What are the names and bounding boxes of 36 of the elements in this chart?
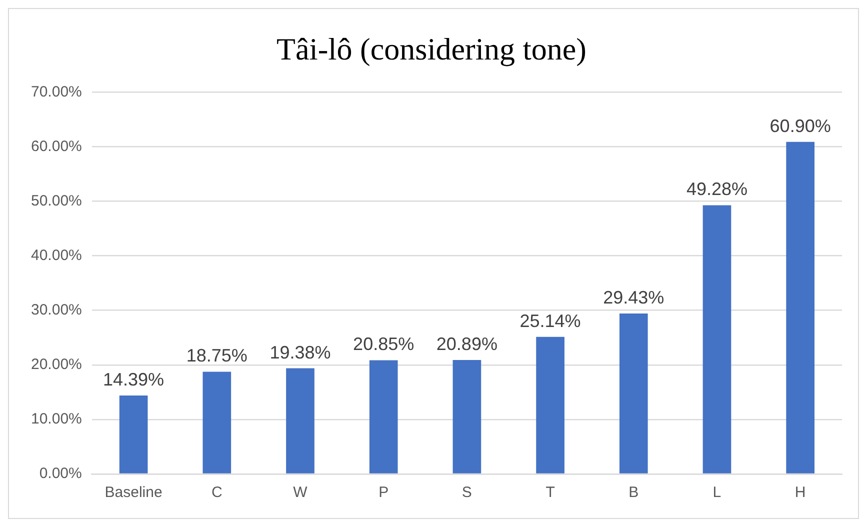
data-label: 25.14%: [520, 310, 581, 331]
y-tick-label: 70.00%: [31, 83, 82, 100]
x-tick-label: T: [546, 484, 555, 502]
bar: [452, 360, 482, 474]
x-tick-label: S: [462, 484, 472, 502]
bar: [369, 360, 398, 474]
bar: [702, 205, 732, 474]
bar: [286, 368, 314, 474]
data-label: 20.85%: [353, 334, 414, 354]
chart-title: Tâi-lô (considering tone): [276, 32, 586, 67]
bar: [536, 336, 564, 474]
x-tick-label: P: [378, 484, 389, 502]
y-tick-label: 60.00%: [31, 138, 82, 155]
bar: [202, 372, 232, 474]
bar: [119, 396, 148, 474]
data-label: 18.75%: [186, 346, 248, 366]
x-tick-label: L: [712, 484, 722, 502]
y-tick-label: 50.00%: [31, 192, 82, 210]
data-label: 14.39%: [103, 369, 164, 390]
data-label: 20.89%: [436, 334, 498, 354]
y-tick-label: 20.00%: [31, 356, 82, 374]
y-tick-label: 10.00%: [31, 410, 82, 428]
x-tick-label: C: [211, 484, 222, 502]
y-tick-label: 0.00%: [39, 465, 82, 482]
data-label: 60.90%: [770, 116, 831, 136]
data-label: 49.28%: [686, 179, 748, 200]
y-tick-label: 30.00%: [31, 302, 82, 319]
data-label: 19.38%: [270, 342, 331, 362]
bar: [619, 313, 648, 474]
x-tick-label: Baseline: [104, 484, 162, 502]
bar: [786, 142, 814, 474]
y-tick-label: 40.00%: [31, 246, 82, 264]
data-label: 29.43%: [603, 287, 664, 308]
x-tick-label: W: [293, 484, 308, 502]
x-tick-label: B: [628, 484, 639, 502]
x-tick-label: H: [794, 484, 806, 502]
